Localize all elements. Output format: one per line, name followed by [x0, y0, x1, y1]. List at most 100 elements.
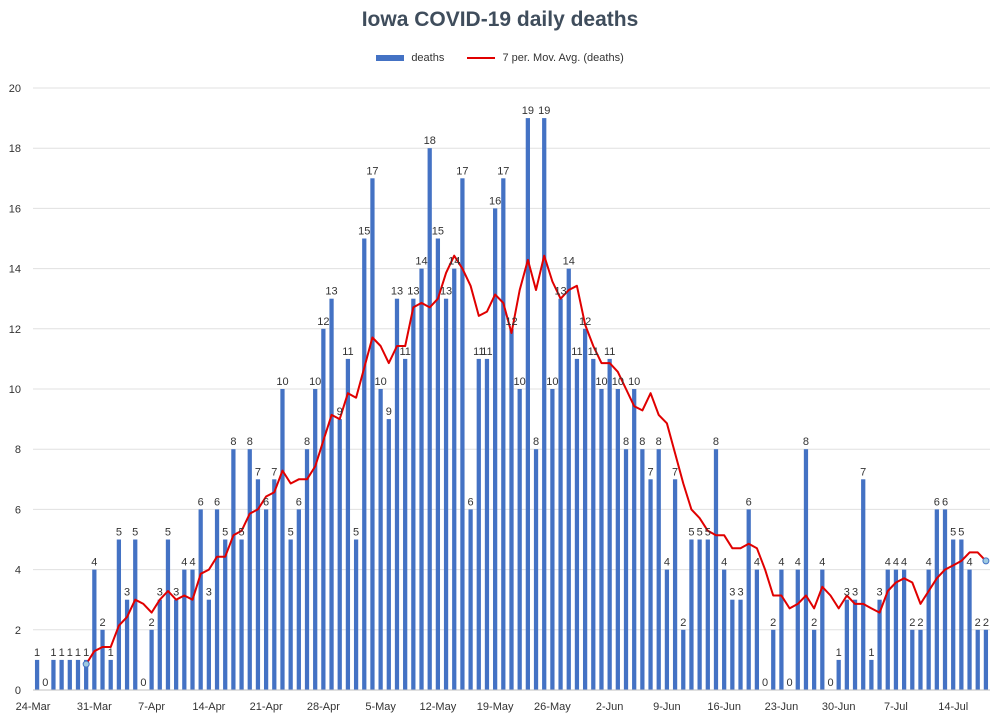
bar: [443, 298, 449, 690]
bar: [656, 449, 661, 690]
legend-label-moving-average: 7 per. Mov. Avg. (deaths): [502, 52, 624, 65]
bar-value-label: 8: [803, 436, 809, 448]
bar: [263, 509, 269, 690]
bar: [795, 569, 800, 690]
legend-entry-moving-average: 7 per. Mov. Avg. (deaths): [467, 52, 624, 65]
x-tick-label: 23-Jun: [765, 701, 799, 713]
bar-value-label: 0: [762, 677, 768, 689]
bar: [223, 539, 228, 690]
bar-value-label: 3: [877, 587, 883, 599]
bar-value-label: 1: [75, 647, 81, 659]
bar-value-label: 11: [342, 346, 353, 358]
bar-value-label: 5: [950, 527, 956, 539]
y-tick-label: 12: [9, 324, 21, 336]
bar: [558, 298, 563, 690]
bar-value-label: 15: [358, 226, 370, 238]
x-tick-label: 31-Mar: [77, 701, 112, 713]
chart-title: Iowa COVID-19 daily deaths: [361, 8, 639, 31]
bar: [942, 509, 948, 690]
bar: [182, 569, 187, 690]
bar-value-label: 5: [165, 527, 171, 539]
bar: [362, 238, 367, 690]
bar-value-label: 7: [271, 466, 277, 478]
bar-value-label: 17: [366, 165, 378, 177]
bar: [812, 629, 817, 690]
bar-value-label: 1: [108, 647, 114, 659]
bar: [722, 569, 727, 690]
bar-value-label: 4: [664, 557, 670, 569]
x-tick-label: 5-May: [365, 701, 396, 713]
bar-value-label: 3: [737, 587, 743, 599]
bar-value-label: 5: [705, 527, 711, 539]
bar-value-label: 8: [656, 436, 662, 448]
bar-value-label: 1: [50, 647, 56, 659]
bar: [157, 599, 162, 690]
bar: [239, 539, 244, 690]
moving-average-line: [85, 254, 987, 665]
bar-value-label: 6: [942, 496, 948, 508]
bar: [738, 599, 743, 690]
x-tick-label: 16-Jun: [707, 701, 741, 713]
bar: [550, 389, 555, 690]
y-tick-label: 6: [15, 504, 21, 516]
bar-value-label: 1: [67, 647, 73, 659]
bar: [664, 569, 670, 690]
bar: [697, 539, 702, 690]
bar-value-label: 2: [983, 617, 989, 629]
bar: [533, 449, 539, 690]
bar: [926, 569, 931, 690]
bar-value-label: 4: [721, 557, 727, 569]
bar: [337, 419, 342, 690]
bar: [607, 358, 612, 690]
bar-value-label: 3: [124, 587, 130, 599]
bar-value-label: 3: [729, 587, 735, 599]
bar-value-label: 7: [255, 466, 261, 478]
bar: [746, 509, 751, 690]
bar: [386, 419, 391, 690]
bar-value-label: 3: [206, 587, 212, 599]
bar-value-label: 5: [239, 527, 245, 539]
moving-average-layer: [82, 254, 990, 668]
bar: [59, 659, 64, 690]
bar-value-label: 10: [628, 376, 640, 388]
bar-value-label: 10: [276, 376, 288, 388]
bar-value-label: 4: [91, 557, 97, 569]
bar-value-label: 10: [595, 376, 607, 388]
bar-value-label: 12: [317, 316, 329, 328]
bar-value-label: 14: [415, 256, 427, 268]
bar-value-label: 6: [296, 496, 302, 508]
bar: [951, 539, 956, 690]
bar: [214, 509, 220, 690]
bar: [689, 539, 694, 690]
x-tick-label: 24-Mar: [16, 701, 51, 713]
y-tick-label: 4: [15, 565, 21, 577]
y-tick-label: 20: [9, 83, 21, 95]
bar-value-label: 4: [754, 557, 760, 569]
bar-value-label: 16: [489, 195, 501, 207]
bar: [304, 449, 310, 690]
y-tick-label: 10: [9, 384, 21, 396]
bar-value-label: 7: [672, 466, 678, 478]
bar-value-label: 4: [926, 557, 932, 569]
bar: [754, 569, 760, 690]
bar-value-label: 5: [688, 527, 694, 539]
legend-swatch-bar: [376, 55, 405, 62]
bar-value-label: 1: [868, 647, 874, 659]
bar: [681, 629, 686, 690]
bar: [51, 659, 56, 690]
x-tick-label: 14-Jul: [938, 701, 968, 713]
bar-value-label: 0: [42, 677, 48, 689]
moving-average-endpoint: [982, 557, 990, 565]
bar: [206, 599, 211, 690]
bar-value-label: 14: [563, 256, 575, 268]
bar: [632, 389, 637, 690]
moving-average-endpoint: [82, 660, 90, 668]
bar: [419, 268, 424, 690]
bar: [771, 629, 776, 690]
bar-value-label: 8: [230, 436, 236, 448]
bar-value-label: 8: [533, 436, 539, 448]
bar-value-label: 12: [579, 316, 591, 328]
bar: [329, 298, 334, 690]
bar: [100, 629, 105, 690]
